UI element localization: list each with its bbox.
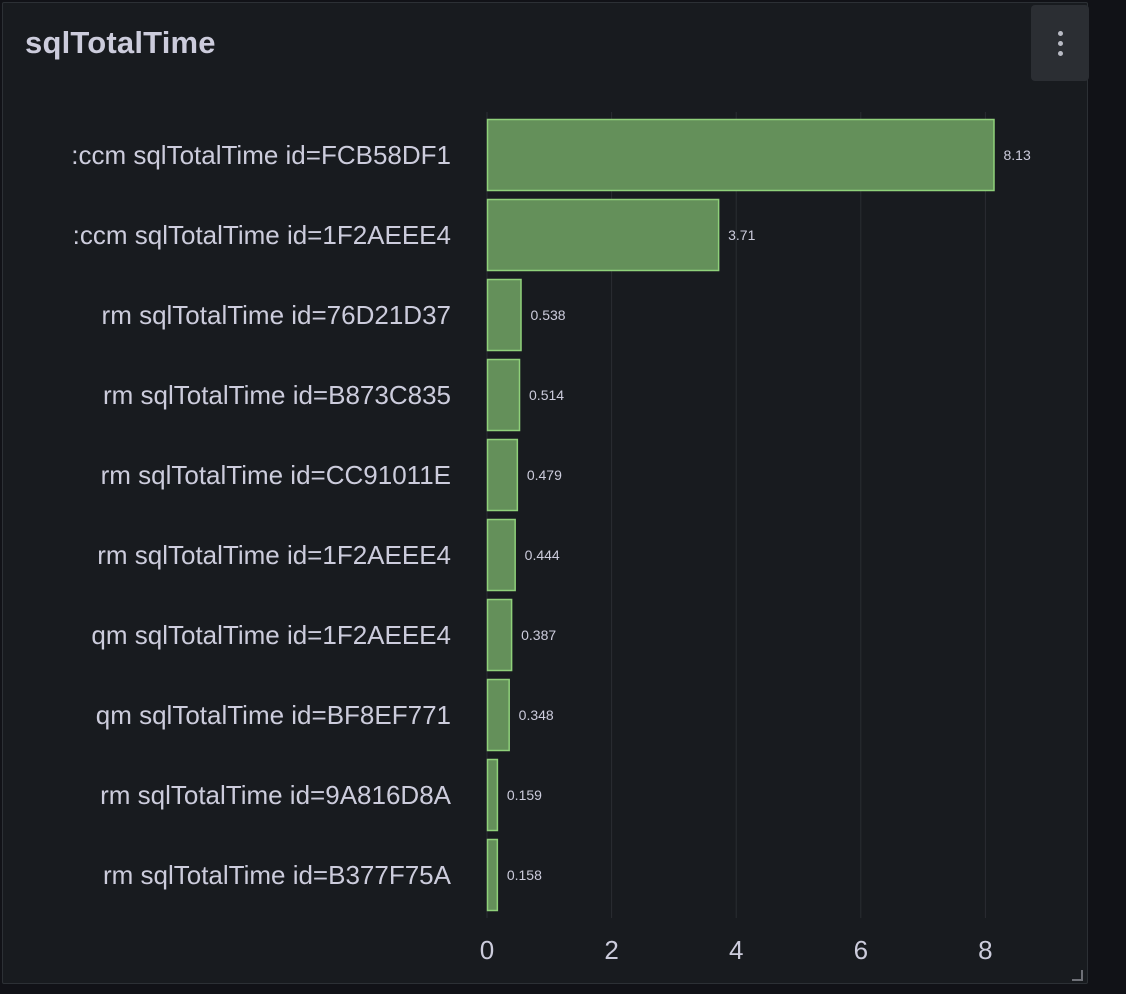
bar-1 — [486, 198, 720, 272]
menu-dot — [1057, 40, 1063, 46]
resize-corner-icon[interactable] — [1071, 969, 1083, 981]
x-tick-label-1: 2 — [604, 935, 618, 965]
bar-9 — [486, 838, 499, 912]
panel-title: sqlTotalTime — [25, 25, 216, 60]
category-label-9: rm sqlTotalTime id=B377F75A — [103, 860, 452, 890]
value-label-5: 0.444 — [525, 547, 560, 563]
category-label-7: qm sqlTotalTime id=BF8EF771 — [96, 700, 451, 730]
category-label-4: rm sqlTotalTime id=CC91011E — [101, 460, 451, 490]
bar-7 — [486, 678, 510, 752]
category-label-1: :ccm sqlTotalTime id=1F2AEEE4 — [73, 220, 451, 250]
category-label-0: :ccm sqlTotalTime id=FCB58DF1 — [71, 140, 451, 170]
bar-4 — [486, 438, 519, 512]
value-label-8: 0.159 — [507, 787, 542, 803]
panel-menu-button[interactable] — [1031, 5, 1089, 81]
value-label-4: 0.479 — [527, 467, 562, 483]
category-label-3: rm sqlTotalTime id=B873C835 — [103, 380, 451, 410]
category-label-2: rm sqlTotalTime id=76D21D37 — [102, 300, 451, 330]
menu-dot — [1057, 50, 1063, 56]
value-label-7: 0.348 — [519, 707, 554, 723]
category-label-6: qm sqlTotalTime id=1F2AEEE4 — [91, 620, 451, 650]
bar-3 — [486, 358, 521, 432]
value-label-9: 0.158 — [507, 867, 542, 883]
bar-8 — [486, 758, 499, 832]
value-label-1: 3.71 — [728, 227, 755, 243]
bar-2 — [486, 278, 522, 352]
x-tick-label-0: 0 — [480, 935, 494, 965]
value-label-3: 0.514 — [529, 387, 564, 403]
x-tick-label-2: 4 — [729, 935, 743, 965]
x-tick-label-3: 6 — [854, 935, 868, 965]
x-tick-label-4: 8 — [978, 935, 992, 965]
value-label-6: 0.387 — [521, 627, 556, 643]
category-label-8: rm sqlTotalTime id=9A816D8A — [100, 780, 452, 810]
value-label-2: 0.538 — [531, 307, 566, 323]
category-label-5: rm sqlTotalTime id=1F2AEEE4 — [97, 540, 451, 570]
value-label-0: 8.13 — [1003, 147, 1030, 163]
bar-0 — [486, 118, 995, 192]
menu-dot — [1057, 30, 1063, 36]
bar-5 — [486, 518, 516, 592]
bar-6 — [486, 598, 513, 672]
